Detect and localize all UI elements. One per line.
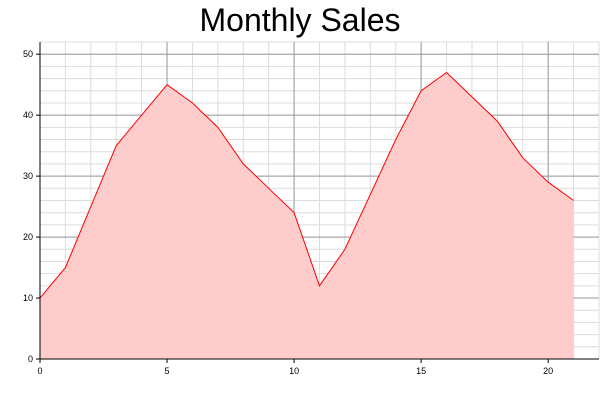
data-points <box>39 72 574 299</box>
series-area-fill <box>40 72 574 359</box>
y-tick-label: 20 <box>23 232 33 242</box>
y-tick-label: 50 <box>23 49 33 59</box>
tick-labels: 0 5 10 15 20 0 10 20 30 40 50 <box>23 49 553 376</box>
x-tick-label: 20 <box>543 366 553 376</box>
chart-title: Monthly Sales <box>199 2 401 38</box>
y-tick-label: 30 <box>23 171 33 181</box>
x-tick-label: 10 <box>289 366 299 376</box>
y-tick-label: 40 <box>23 110 33 120</box>
y-tick-label: 10 <box>23 293 33 303</box>
series-line <box>39 71 574 299</box>
x-tick-label: 5 <box>165 366 170 376</box>
x-tick-label: 15 <box>416 366 426 376</box>
y-tick-label: 0 <box>28 354 33 364</box>
axes <box>36 42 599 363</box>
area-fill-layer <box>39 71 574 359</box>
x-tick-label: 0 <box>37 366 42 376</box>
